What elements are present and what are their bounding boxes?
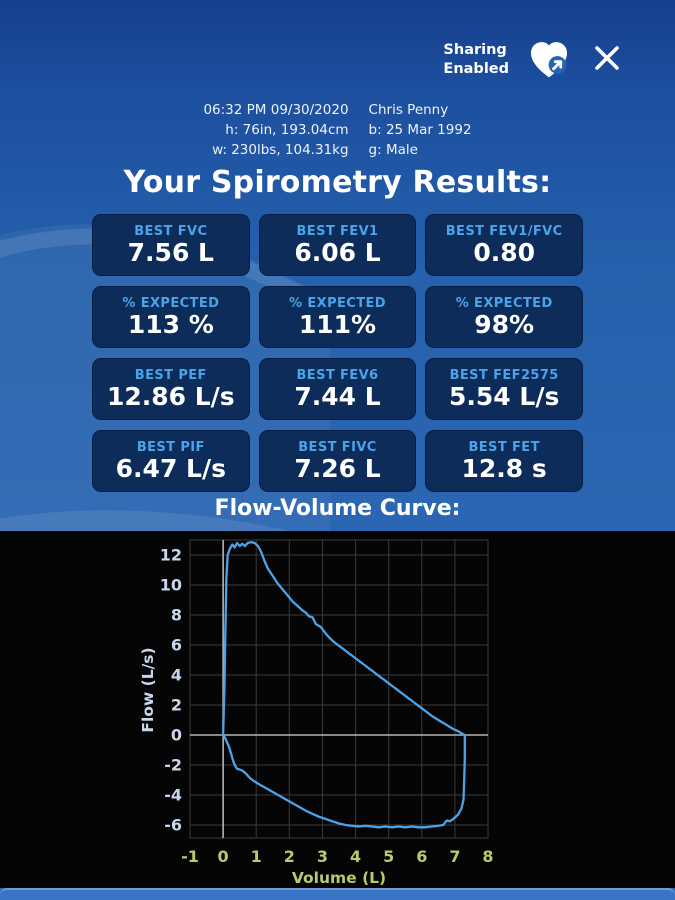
result-label: BEST FEF2575	[449, 368, 559, 384]
result-label: BEST PEF	[134, 368, 207, 384]
svg-text:4: 4	[171, 666, 182, 685]
heart-share-icon	[524, 34, 574, 85]
svg-text:5: 5	[383, 847, 394, 866]
result-label: BEST FIVC	[298, 440, 377, 456]
patient-height: h: 76in, 193.04cm	[225, 122, 349, 138]
flow-volume-chart: 12 10 8 6 4 2 0 -2 -4 -6 -1 0 1 2 3 4 5 6 7 8 Volume (L) Flow…	[0, 531, 675, 888]
result-card-best-pef: BEST PEF 12.86 L/s	[92, 358, 250, 420]
share-health-button[interactable]	[524, 34, 574, 85]
svg-text:-2: -2	[164, 756, 182, 775]
result-card-best-fivc: BEST FIVC 7.26 L	[258, 430, 417, 492]
result-card-fvc-expected: % EXPECTED 113 %	[92, 286, 250, 348]
svg-text:8: 8	[482, 847, 493, 866]
result-value: 111%	[298, 310, 377, 340]
patient-gender: g: Male	[368, 142, 418, 158]
patient-name: Chris Penny	[368, 102, 449, 118]
svg-text:8: 8	[171, 606, 182, 625]
result-value: 7.26 L	[294, 454, 381, 484]
result-value: 6.06 L	[294, 238, 381, 268]
result-value: 7.44 L	[294, 382, 381, 412]
patient-info-right: Chris Penny b: 25 Mar 1992 g: Male	[369, 100, 472, 160]
result-label: BEST FEV1	[296, 224, 379, 240]
result-card-best-fef2575: BEST FEF2575 5.54 L/s	[425, 358, 583, 420]
patient-weight: w: 230lbs, 104.31kg	[212, 142, 349, 158]
result-label: % EXPECTED	[122, 296, 220, 312]
svg-text:-6: -6	[164, 816, 182, 835]
result-label: % EXPECTED	[289, 296, 386, 312]
result-value: 98%	[474, 310, 535, 340]
svg-text:12: 12	[160, 546, 182, 565]
result-card-best-fet: BEST FET 12.8 s	[425, 430, 583, 492]
svg-text:6: 6	[171, 636, 182, 655]
top-bar: Sharing Enabled	[443, 34, 625, 85]
result-value: 6.47 L/s	[115, 454, 226, 484]
result-label: BEST FVC	[134, 224, 208, 240]
result-card-ratio-expected: % EXPECTED 98%	[425, 286, 583, 348]
results-grid: BEST FVC 7.56 L BEST FEV1 6.06 L BEST FE…	[92, 214, 583, 492]
result-card-fev1-expected: % EXPECTED 111%	[258, 286, 417, 348]
close-button[interactable]	[589, 40, 625, 79]
result-value: 12.8 s	[461, 454, 547, 484]
result-label: BEST FET	[468, 440, 540, 456]
result-card-best-fev1-fvc: BEST FEV1/FVC 0.80	[425, 214, 583, 276]
svg-text:1: 1	[251, 847, 262, 866]
result-label: BEST FEV6	[296, 368, 379, 384]
svg-text:Flow (L/s): Flow (L/s)	[139, 647, 157, 732]
bottom-panel-edge	[0, 888, 675, 900]
result-label: % EXPECTED	[455, 296, 553, 312]
result-value: 0.80	[473, 238, 535, 268]
result-label: BEST PIF	[136, 440, 205, 456]
svg-text:10: 10	[160, 576, 182, 595]
sharing-status: Sharing Enabled	[443, 41, 509, 79]
patient-info-left: 06:32 PM 09/30/2020 h: 76in, 193.04cm w:…	[203, 100, 348, 160]
sharing-status-line2: Enabled	[443, 60, 509, 77]
page-title: Your Spirometry Results:	[123, 165, 552, 200]
svg-text:0: 0	[171, 726, 182, 745]
patient-birthdate: b: 25 Mar 1992	[368, 122, 472, 138]
svg-text:7: 7	[449, 847, 460, 866]
result-value: 12.86 L/s	[106, 382, 235, 412]
svg-text:6: 6	[416, 847, 427, 866]
result-card-best-fvc: BEST FVC 7.56 L	[92, 214, 250, 276]
patient-info: 06:32 PM 09/30/2020 h: 76in, 193.04cm w:…	[0, 100, 675, 160]
result-card-best-fev1: BEST FEV1 6.06 L	[258, 214, 417, 276]
result-label: BEST FEV1/FVC	[445, 224, 563, 240]
close-icon	[589, 40, 625, 79]
result-value: 5.54 L/s	[449, 382, 560, 412]
svg-text:Volume (L): Volume (L)	[292, 869, 386, 887]
result-value: 113 %	[127, 310, 214, 340]
svg-text:3: 3	[317, 847, 328, 866]
svg-text:-1: -1	[181, 847, 199, 866]
result-card-best-pif: BEST PIF 6.47 L/s	[92, 430, 250, 492]
svg-text:4: 4	[350, 847, 361, 866]
result-value: 7.56 L	[127, 238, 214, 268]
svg-text:-4: -4	[164, 786, 182, 805]
svg-text:0: 0	[218, 847, 229, 866]
flow-volume-curve-heading: Flow-Volume Curve:	[214, 496, 461, 521]
session-datetime: 06:32 PM 09/30/2020	[203, 102, 349, 118]
result-card-best-fev6: BEST FEV6 7.44 L	[258, 358, 417, 420]
svg-text:2: 2	[284, 847, 295, 866]
sharing-status-line1: Sharing	[443, 41, 507, 58]
svg-text:2: 2	[171, 696, 182, 715]
